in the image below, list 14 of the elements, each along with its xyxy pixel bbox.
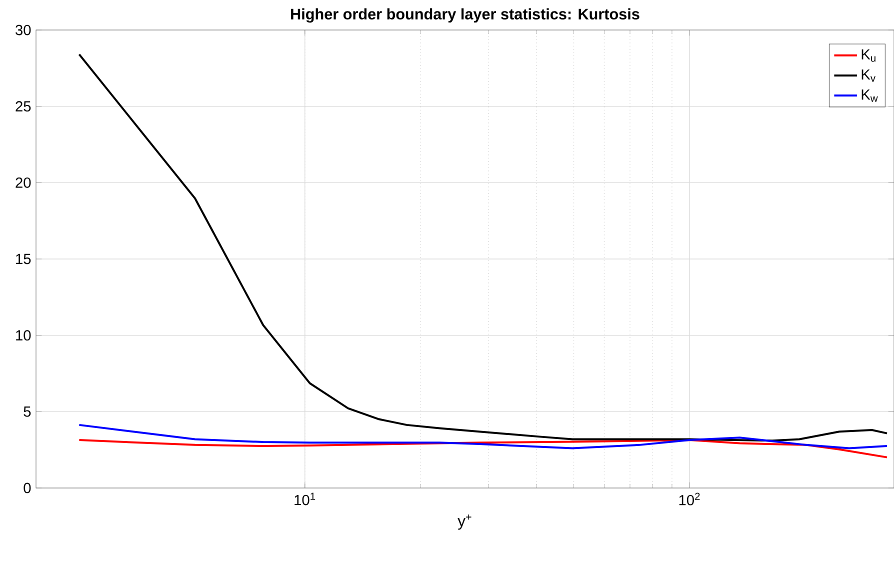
- x-axis-title: y$^{+}$: [458, 514, 472, 530]
- legend-label: K$_{v}$: [862, 69, 876, 82]
- y-tick-label: 15: [16, 254, 31, 264]
- y-tick-label: 10: [16, 330, 31, 341]
- chart-title: Higher order boundary layer statistics: Kurtosis: [291, 8, 640, 23]
- legend-label: K$_{w}$: [862, 90, 878, 102]
- y-tick-label: 30: [16, 24, 31, 36]
- y-tick-label: 5: [24, 406, 31, 417]
- y-tick-label: 25: [16, 101, 31, 112]
- x-tick-label: 10$^{2}$: [679, 492, 700, 506]
- x-tick-label: 10$^{1}$: [294, 492, 316, 506]
- y-tick-label: 0: [24, 482, 31, 494]
- legend-label: K$_{u}$: [862, 49, 876, 62]
- y-tick-label: 20: [16, 177, 31, 188]
